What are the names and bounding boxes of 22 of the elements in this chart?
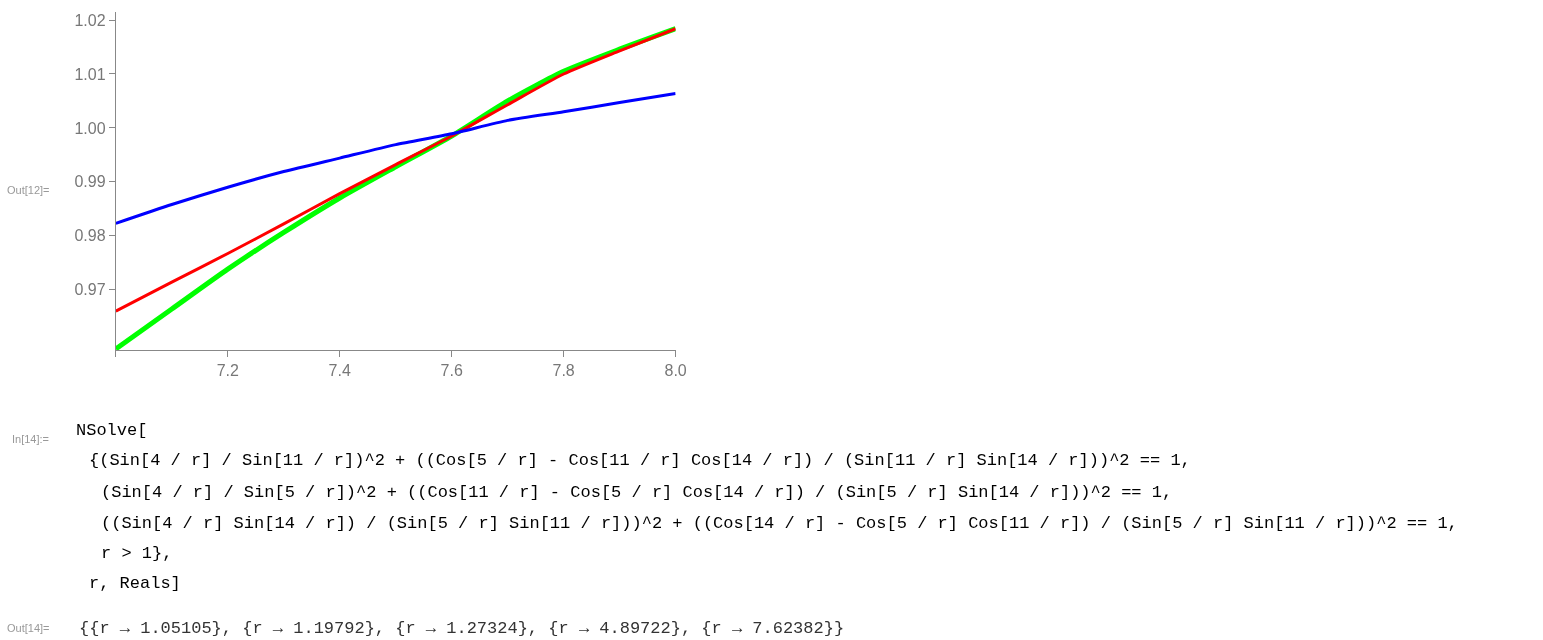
x-tick-label: 7.2 (216, 362, 239, 380)
text: ((Sin[4 / r] Sin[14 / r]) / (Sin[5 / r] Sin[11 / r]))^2 + ((Cos[14 / r] - Cos[5 / r] Cos[11 / r]) / (Sin[5 / r] Sin[11 / r]))^2 == 1, (101, 514, 1458, 533)
y-tick-label: 1.00 (74, 119, 106, 137)
text: r, Reals] (89, 574, 181, 593)
line-series (115, 91, 676, 225)
text: {(Sin[4 / r] / Sin[11 / r])^2 + ((Cos[5 / r] - Cos[11 / r] Cos[14 / r]) / (Sin[11 / r] Sin[14 / r]))^2 == 1, (89, 451, 1191, 470)
x-tick-label: 8.0 (664, 362, 687, 380)
y-tick-label: 0.99 (74, 173, 106, 191)
y-tick-label: 1.02 (74, 11, 106, 29)
x-tick-label: 7.6 (440, 362, 463, 380)
x-tick-label: 7.8 (552, 362, 575, 380)
text: NSolve[ (76, 421, 148, 440)
y-tick-label: 0.98 (74, 227, 106, 245)
text: (Sin[4 / r] / Sin[5 / r])^2 + ((Cos[11 / r] - Cos[5 / r] Cos[14 / r]) / (Sin[5 / r] Sin[14 / r]))^2 == 1, (101, 483, 1173, 502)
x-tick-label: 7.4 (328, 362, 351, 380)
text: In[14]:= (12, 433, 50, 445)
text: Out[14]= (7, 622, 50, 634)
text: r > 1}, (101, 544, 173, 563)
text: {{r → 1.05105}, {r → 1.19792}, {r → 1.27324}, {r → 4.89722}, {r → 7.62382}} (79, 619, 845, 638)
text: Out[12]= (7, 184, 50, 196)
y-tick-label: 1.01 (74, 65, 106, 83)
y-tick-label: 0.97 (74, 281, 106, 299)
